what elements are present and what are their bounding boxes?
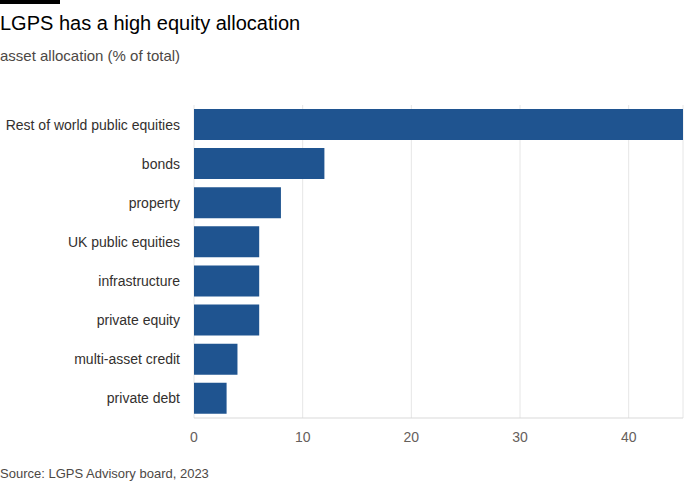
svg-text:0: 0	[190, 429, 198, 445]
svg-text:bonds: bonds	[142, 156, 180, 172]
svg-text:infrastructure: infrastructure	[98, 273, 180, 289]
svg-text:private debt: private debt	[107, 390, 180, 406]
svg-text:property: property	[129, 195, 180, 211]
svg-text:private equity: private equity	[97, 312, 180, 328]
svg-text:40: 40	[621, 429, 637, 445]
svg-text:multi-asset credit: multi-asset credit	[74, 351, 180, 367]
svg-text:10: 10	[295, 429, 311, 445]
svg-text:30: 30	[512, 429, 528, 445]
html-text:asset allocation (% of total): asset allocation (% of total)	[0, 47, 181, 64]
svg-text:UK public equities: UK public equities	[68, 234, 180, 250]
svg-text:20: 20	[404, 429, 420, 445]
svg-text:Rest of world public equities: Rest of world public equities	[8, 117, 180, 133]
html-text:LGPS has a high equity allocat: LGPS has a high equity allocation	[0, 12, 301, 34]
html-text:Source: LGPS Advisory board, 2: Source: LGPS Advisory board, 2023	[0, 466, 209, 481]
